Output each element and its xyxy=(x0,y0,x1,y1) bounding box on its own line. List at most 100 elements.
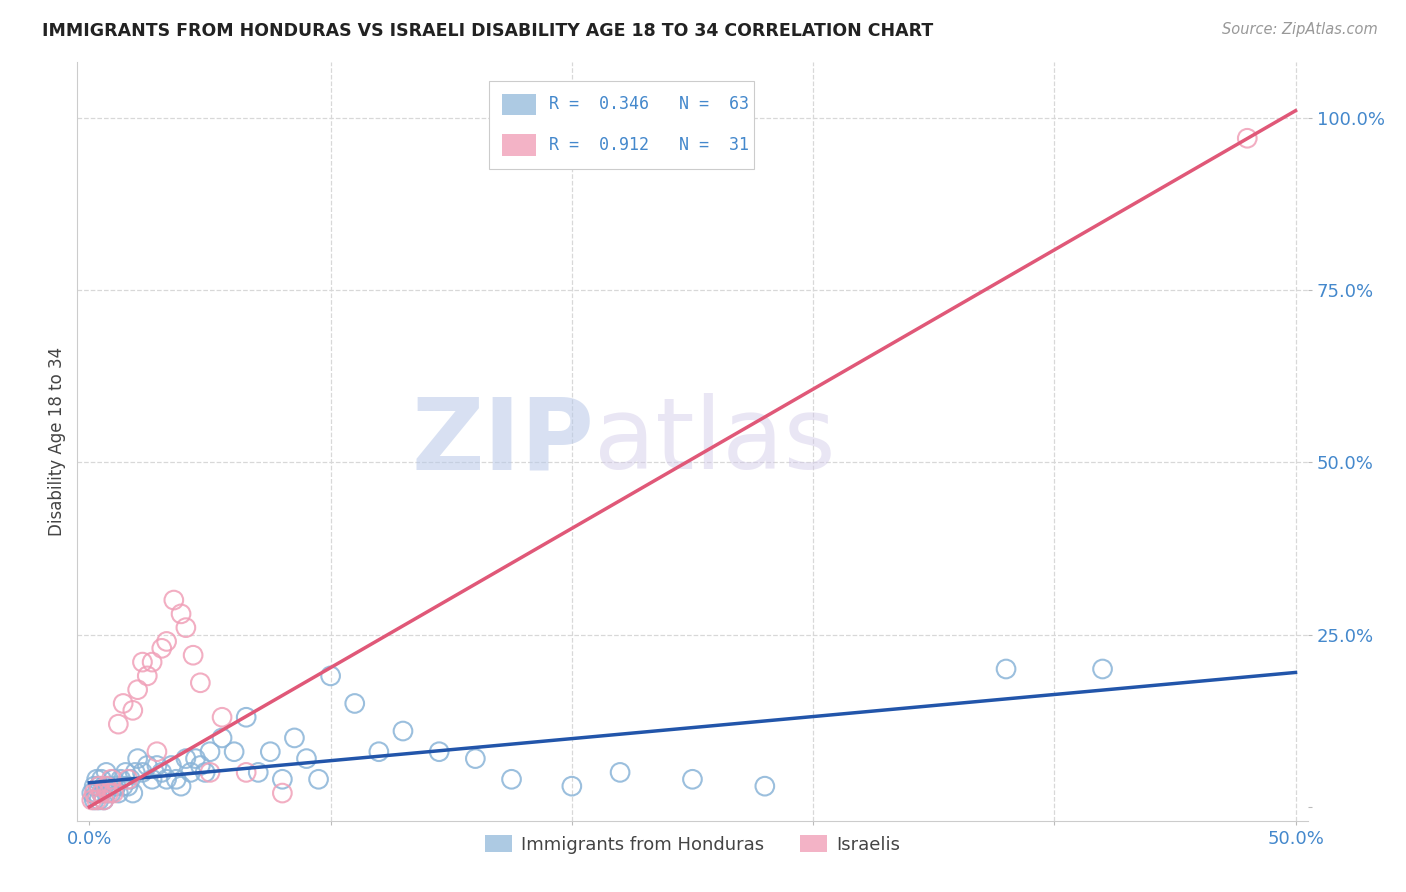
Point xyxy=(155,634,177,648)
Point xyxy=(319,669,342,683)
Point xyxy=(308,772,330,787)
Point xyxy=(100,772,122,787)
Point xyxy=(87,779,110,793)
Point xyxy=(194,765,217,780)
Point xyxy=(83,786,105,800)
Point xyxy=(93,793,115,807)
Point xyxy=(141,655,163,669)
Point xyxy=(367,745,389,759)
Point xyxy=(170,607,193,621)
Point xyxy=(83,793,105,807)
Point xyxy=(235,710,257,724)
Point xyxy=(235,765,257,780)
Point xyxy=(131,655,153,669)
Text: Source: ZipAtlas.com: Source: ZipAtlas.com xyxy=(1222,22,1378,37)
Point xyxy=(184,751,207,765)
Point xyxy=(181,648,204,663)
Point xyxy=(112,697,135,711)
Text: IMMIGRANTS FROM HONDURAS VS ISRAELI DISABILITY AGE 18 TO 34 CORRELATION CHART: IMMIGRANTS FROM HONDURAS VS ISRAELI DISA… xyxy=(42,22,934,40)
Point xyxy=(271,786,294,800)
Point xyxy=(107,717,129,731)
Point xyxy=(124,765,146,780)
Point xyxy=(103,772,125,787)
Point xyxy=(97,786,120,800)
Text: R =  0.912   N =  31: R = 0.912 N = 31 xyxy=(548,136,748,154)
Point xyxy=(198,765,221,780)
Point xyxy=(96,765,118,780)
Point xyxy=(174,621,197,635)
Point xyxy=(136,669,159,683)
Point xyxy=(87,779,110,793)
Point xyxy=(112,779,135,793)
Point xyxy=(96,779,118,793)
Point xyxy=(561,779,583,793)
Point xyxy=(754,779,776,793)
Text: atlas: atlas xyxy=(595,393,835,490)
Point xyxy=(271,772,294,787)
Point xyxy=(295,751,318,765)
Point xyxy=(392,724,415,739)
Point xyxy=(165,772,187,787)
Point xyxy=(682,772,704,787)
Point xyxy=(150,641,173,656)
Point xyxy=(343,697,366,711)
FancyBboxPatch shape xyxy=(489,81,754,169)
Point xyxy=(121,786,143,800)
Point xyxy=(174,751,197,765)
Point xyxy=(93,793,115,807)
Bar xyxy=(502,94,536,115)
Point xyxy=(90,772,112,787)
Point xyxy=(198,745,221,759)
Point xyxy=(104,779,127,793)
Point xyxy=(427,745,450,759)
Point xyxy=(120,772,142,787)
Point xyxy=(90,786,112,800)
Point xyxy=(127,751,149,765)
Point xyxy=(146,758,169,772)
Point xyxy=(86,786,108,800)
Point xyxy=(224,745,246,759)
Point xyxy=(86,793,108,807)
Point xyxy=(995,662,1018,676)
Point xyxy=(188,675,212,690)
Point xyxy=(86,772,108,787)
Y-axis label: Disability Age 18 to 34: Disability Age 18 to 34 xyxy=(48,347,66,536)
Point xyxy=(247,765,270,780)
Bar xyxy=(502,135,536,156)
Point xyxy=(188,758,212,772)
Point xyxy=(1091,662,1114,676)
Point xyxy=(283,731,305,745)
Point xyxy=(259,745,281,759)
Point xyxy=(87,793,110,807)
Point xyxy=(127,682,149,697)
Point xyxy=(90,786,112,800)
Point xyxy=(83,779,105,793)
Point xyxy=(609,765,631,780)
Point xyxy=(107,786,129,800)
Point xyxy=(155,772,177,787)
Point xyxy=(180,765,202,780)
Point xyxy=(464,751,486,765)
Point xyxy=(163,593,186,607)
Point xyxy=(150,765,173,780)
Point xyxy=(1236,131,1258,145)
Point xyxy=(97,779,120,793)
Point xyxy=(110,772,132,787)
Point xyxy=(136,758,159,772)
Point xyxy=(211,731,233,745)
Legend: Immigrants from Honduras, Israelis: Immigrants from Honduras, Israelis xyxy=(478,828,907,861)
Point xyxy=(117,772,139,787)
Point xyxy=(114,765,136,780)
Point xyxy=(80,786,103,800)
Point xyxy=(170,779,193,793)
Point xyxy=(501,772,523,787)
Point xyxy=(131,765,153,780)
Point xyxy=(96,786,118,800)
Point xyxy=(100,786,122,800)
Point xyxy=(146,745,169,759)
Point xyxy=(103,786,125,800)
Text: ZIP: ZIP xyxy=(411,393,595,490)
Point xyxy=(160,758,183,772)
Point xyxy=(80,793,103,807)
Text: R =  0.346   N =  63: R = 0.346 N = 63 xyxy=(548,95,748,113)
